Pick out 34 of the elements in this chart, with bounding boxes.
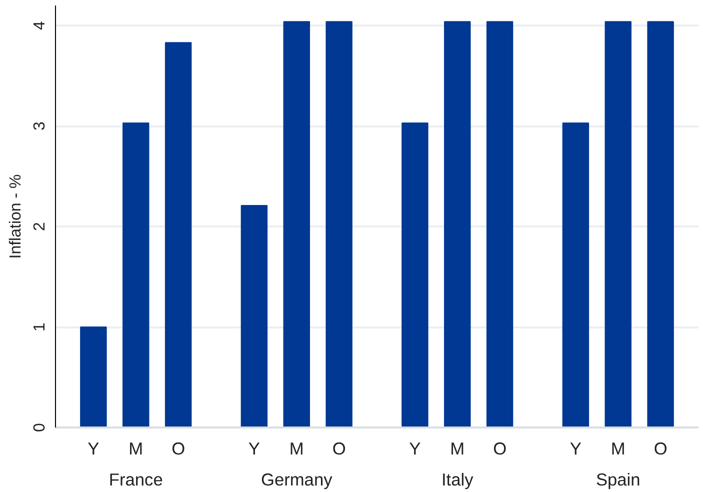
bar (444, 21, 471, 428)
text: M (610, 438, 626, 458)
bar (486, 21, 514, 428)
y-tick-label: 1 (32, 322, 48, 332)
text: M (289, 438, 304, 458)
text: M (450, 438, 465, 458)
y-tick-label: 2 (32, 222, 48, 231)
series-label: O (172, 438, 186, 458)
series-label: Y (88, 438, 100, 458)
series-label: M (128, 438, 144, 458)
bar (647, 21, 674, 428)
bar (122, 122, 150, 428)
text: Y (248, 438, 260, 458)
bar (283, 21, 310, 428)
bar (604, 21, 632, 428)
x-tick-label: Spain (596, 470, 640, 490)
y-tick-label: 4 (32, 21, 48, 30)
y-axis-title: Inflation - % (8, 174, 24, 259)
y-tick-label: 3 (32, 122, 48, 131)
text: Y (409, 438, 421, 458)
text: Y (570, 438, 582, 458)
bar (164, 42, 192, 428)
bar (80, 326, 107, 428)
bar (240, 204, 268, 428)
text: O (654, 438, 668, 458)
y-tick-label: 0 (32, 422, 48, 432)
x-tick-label: Germany (260, 470, 333, 490)
bar (402, 122, 428, 428)
bar (326, 21, 352, 428)
text: O (493, 438, 507, 458)
bar (562, 122, 590, 428)
x-tick-label: France (108, 470, 163, 490)
x-tick-label: Italy (441, 470, 474, 490)
text: O (332, 438, 346, 458)
